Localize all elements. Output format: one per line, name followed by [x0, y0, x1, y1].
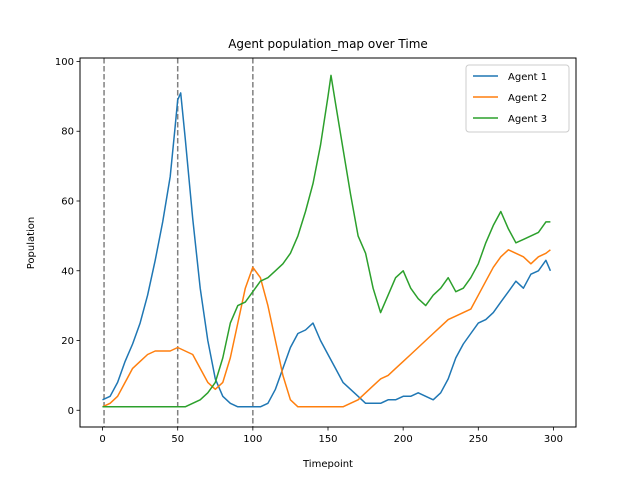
- x-tick-label: 200: [394, 434, 413, 445]
- y-tick-label: 100: [55, 57, 74, 68]
- x-tick-label: 300: [544, 434, 563, 445]
- y-axis-label: Population: [26, 217, 37, 270]
- x-tick-label: 0: [99, 434, 105, 445]
- legend-label-agent-1: Agent 1: [508, 72, 547, 83]
- series-line-agent-1: [102, 92, 552, 408]
- y-axis-ticks: 0 20 40 60 80 100: [55, 57, 80, 417]
- reference-lines: [103, 58, 254, 427]
- x-tick-label: 100: [243, 434, 262, 445]
- series-lines: [102, 74, 552, 408]
- y-tick-label: 80: [61, 127, 74, 138]
- x-tick-label: 250: [469, 434, 488, 445]
- x-axis-label: Timepoint: [302, 459, 353, 470]
- chart-title: Agent population_map over Time: [228, 37, 428, 51]
- x-tick-label: 150: [318, 434, 337, 445]
- y-tick-label: 20: [61, 336, 74, 347]
- y-tick-label: 0: [68, 406, 74, 417]
- legend: Agent 1 Agent 2 Agent 3: [465, 64, 570, 133]
- series-line-agent-2: [102, 249, 551, 408]
- y-tick-label: 60: [61, 196, 74, 207]
- x-axis-ticks: 0 50 100 150 200 250 300: [99, 427, 563, 445]
- legend-label-agent-2: Agent 2: [508, 93, 547, 104]
- legend-box: [465, 64, 570, 133]
- legend-label-agent-3: Agent 3: [508, 114, 547, 125]
- series-line-agent-3: [102, 74, 551, 408]
- x-tick-label: 50: [171, 434, 184, 445]
- y-tick-label: 40: [61, 266, 74, 277]
